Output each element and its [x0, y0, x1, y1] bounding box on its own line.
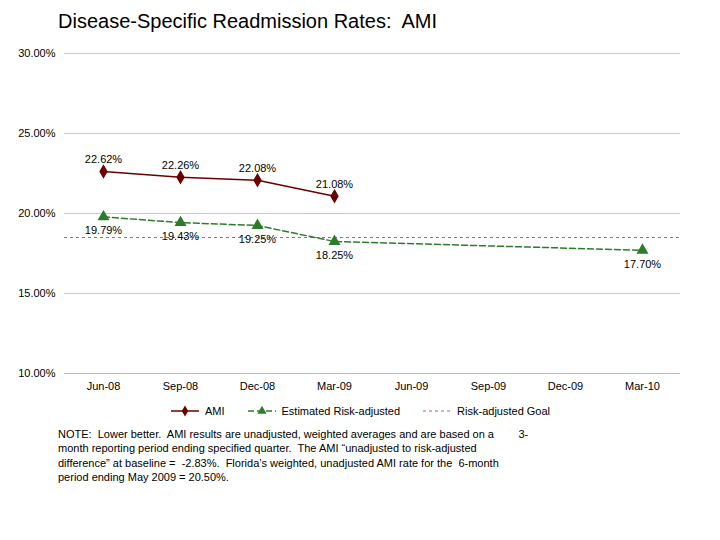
svg-text:25.00%: 25.00%	[18, 127, 56, 139]
html-text:Disease-Specific Readmission R: Disease-Specific Readmission Rates: AMI	[58, 10, 437, 32]
svg-text:15.00%: 15.00%	[18, 287, 56, 299]
html-text:AMI: AMI	[204, 405, 225, 417]
svg-text:10.00%: 10.00%	[18, 367, 56, 379]
svg-text:Sep-09: Sep-09	[471, 380, 506, 392]
html-text:Estimated Risk-adjusted: Estimated Risk-adjusted	[281, 405, 401, 417]
svg-text:30.00%: 30.00%	[18, 47, 56, 59]
svg-text:21.08%: 21.08%	[316, 178, 354, 190]
svg-text:Dec-09: Dec-09	[548, 380, 583, 392]
svg-text:22.62%: 22.62%	[85, 153, 123, 165]
svg-text:19.43%: 19.43%	[162, 230, 200, 242]
svg-text:Jun-08: Jun-08	[87, 380, 121, 392]
svg-text:19.25%: 19.25%	[239, 233, 277, 245]
html-text:NOTE: Lower better. AMI result: NOTE: Lower better. AMI results are unad…	[58, 428, 529, 483]
svg-text:Mar-10: Mar-10	[625, 380, 660, 392]
svg-text:19.79%: 19.79%	[85, 224, 123, 236]
svg-text:22.08%: 22.08%	[239, 162, 277, 174]
svg-text:22.26%: 22.26%	[162, 159, 200, 171]
svg-text:Mar-09: Mar-09	[317, 380, 352, 392]
svg-text:20.00%: 20.00%	[18, 207, 56, 219]
html-text:Risk-adjusted Goal: Risk-adjusted Goal	[457, 405, 550, 417]
svg-text:Jun-09: Jun-09	[395, 380, 429, 392]
svg-text:18.25%: 18.25%	[316, 249, 354, 261]
svg-text:Dec-08: Dec-08	[240, 380, 275, 392]
svg-text:17.70%: 17.70%	[624, 258, 662, 270]
svg-text:Sep-08: Sep-08	[163, 380, 198, 392]
